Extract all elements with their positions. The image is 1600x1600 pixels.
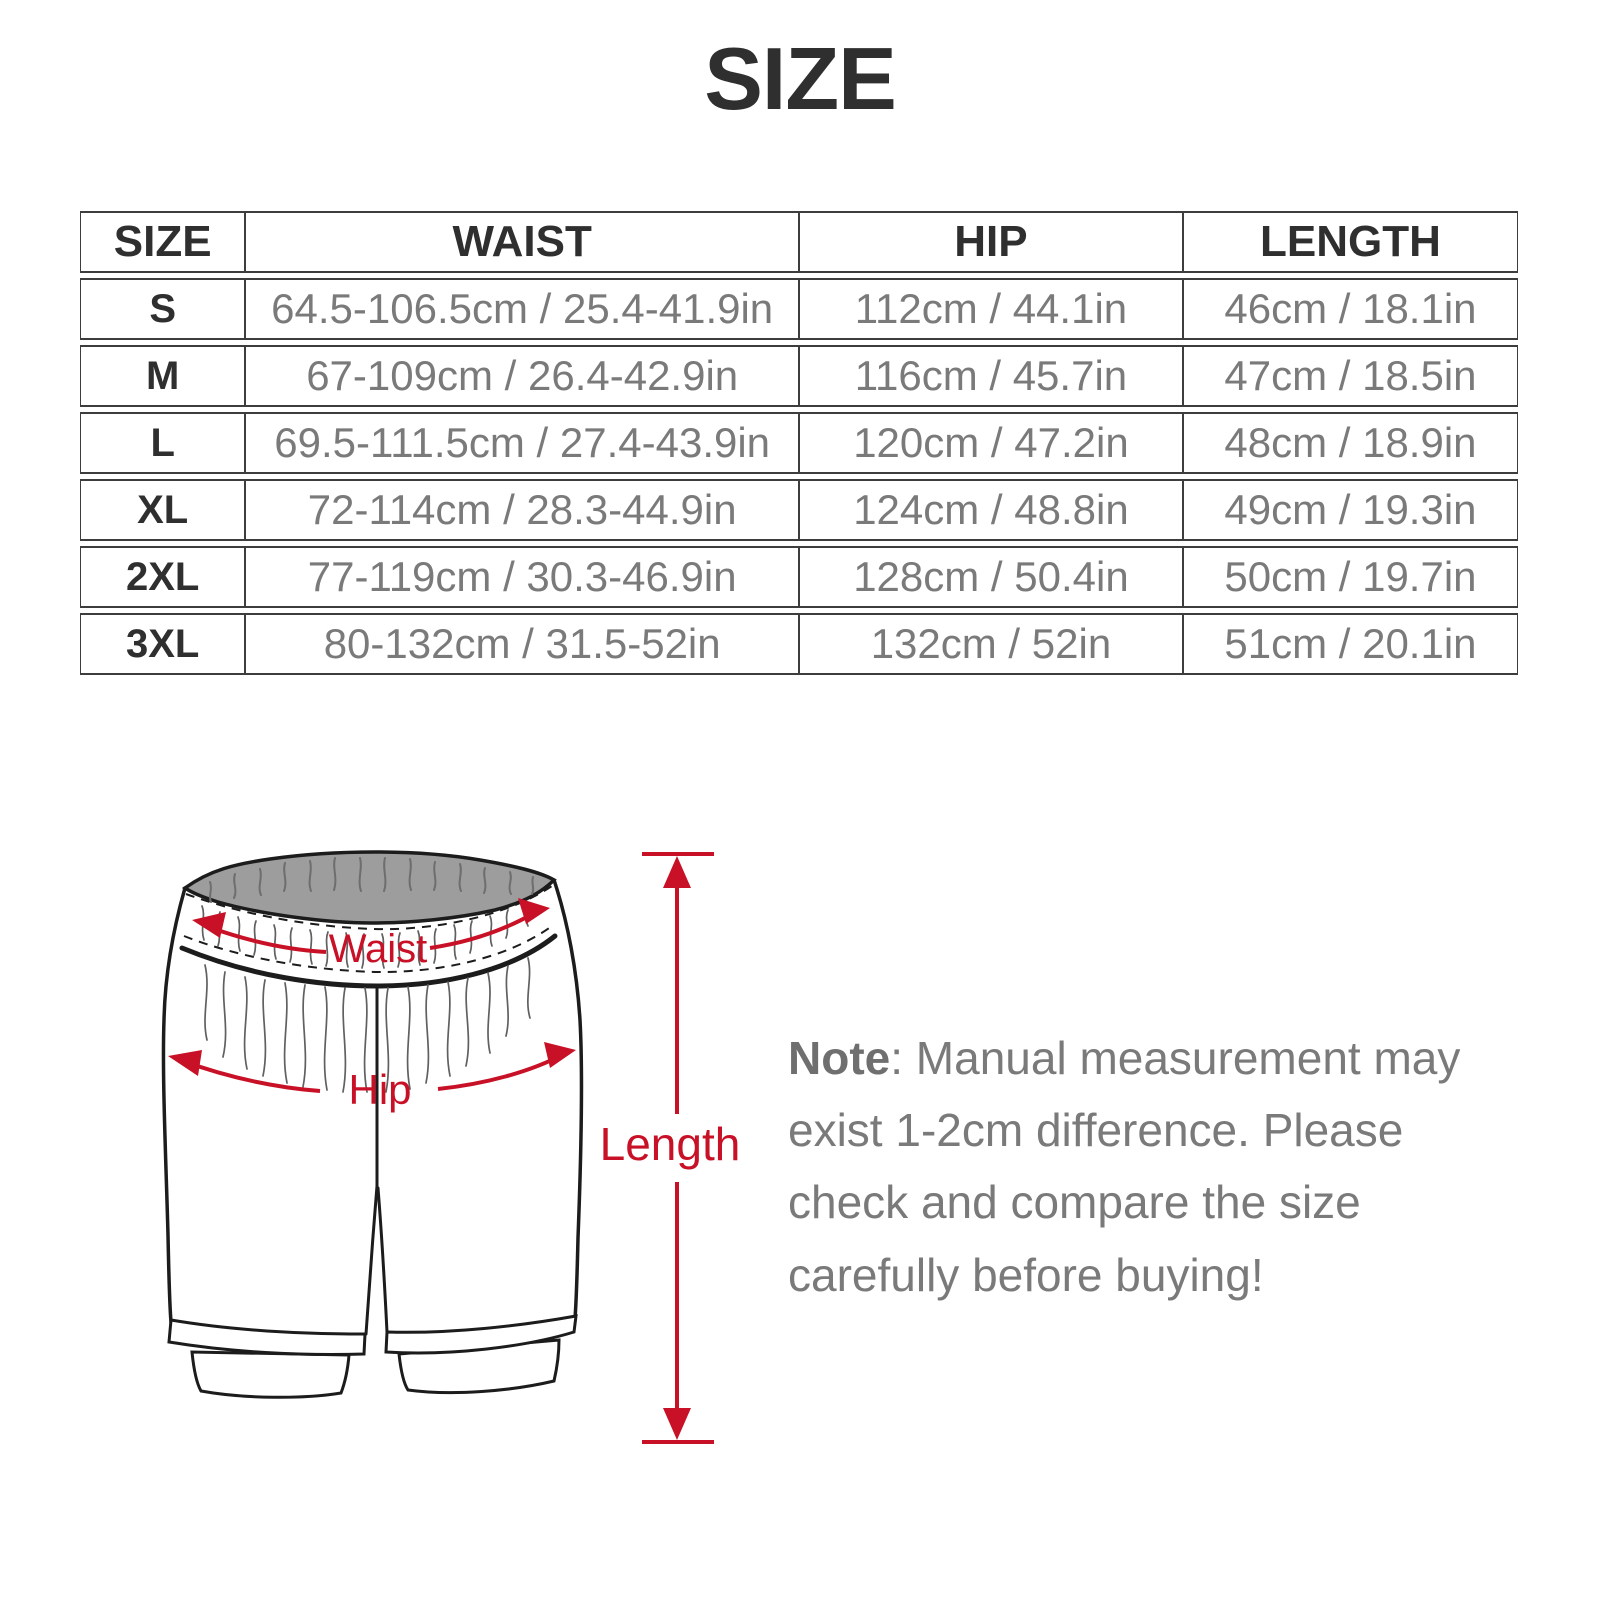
length-cell: 46cm / 18.1in [1182, 278, 1518, 340]
size-table-body: S 64.5-106.5cm / 25.4-41.9in 112cm / 44.… [80, 278, 1518, 675]
column-header-length: LENGTH [1182, 211, 1518, 273]
arrowheads [168, 856, 691, 1440]
size-cell: 3XL [80, 613, 246, 675]
header-row: SIZE WAIST HIP LENGTH [80, 211, 1518, 273]
length-cell: 49cm / 19.3in [1182, 479, 1518, 541]
size-cell: 2XL [80, 546, 246, 608]
shorts-measurement-diagram: Waist Hip Length [161, 850, 740, 1444]
waist-cell: 77-119cm / 30.3-46.9in [245, 546, 799, 608]
size-cell: L [80, 412, 246, 474]
waist-cell: 67-109cm / 26.4-42.9in [245, 345, 799, 407]
waist-cell: 64.5-106.5cm / 25.4-41.9in [245, 278, 799, 340]
waist-cell: 69.5-111.5cm / 27.4-43.9in [245, 412, 799, 474]
size-cell: M [80, 345, 246, 407]
waist-arrowhead-right [518, 898, 550, 924]
column-header-waist: WAIST [245, 211, 799, 273]
size-table: SIZE WAIST HIP LENGTH S 64.5-106.5cm / 2… [80, 206, 1518, 680]
length-arrowhead-up [663, 856, 691, 888]
length-cell: 48cm / 18.9in [1182, 412, 1518, 474]
hip-cell: 128cm / 50.4in [798, 546, 1183, 608]
hip-cell: 132cm / 52in [798, 613, 1183, 675]
hip-cell: 116cm / 45.7in [798, 345, 1183, 407]
hip-cell: 112cm / 44.1in [798, 278, 1183, 340]
shorts-illustration [161, 850, 584, 1399]
size-cell: XL [80, 479, 246, 541]
column-header-hip: HIP [798, 211, 1183, 273]
table-row: XL 72-114cm / 28.3-44.9in 124cm / 48.8in… [80, 479, 1518, 541]
size-table-header: SIZE WAIST HIP LENGTH [80, 211, 1518, 273]
table-row: L 69.5-111.5cm / 27.4-43.9in 120cm / 47.… [80, 412, 1518, 474]
waist-arrowhead-left [192, 912, 226, 938]
waist-cell: 72-114cm / 28.3-44.9in [245, 479, 799, 541]
table-row: 3XL 80-132cm / 31.5-52in 132cm / 52in 51… [80, 613, 1518, 675]
note-label: Note [788, 1032, 891, 1084]
column-header-size: SIZE [80, 211, 246, 273]
length-cell: 51cm / 20.1in [1182, 613, 1518, 675]
length-arrowhead-down [663, 1408, 691, 1440]
length-label: Length [600, 1118, 740, 1170]
length-cell: 50cm / 19.7in [1182, 546, 1518, 608]
table-row: 2XL 77-119cm / 30.3-46.9in 128cm / 50.4i… [80, 546, 1518, 608]
size-cell: S [80, 278, 246, 340]
hip-arrowhead-right [544, 1042, 576, 1068]
hip-label: Hip [348, 1066, 411, 1113]
note-text: Note: Manual measurement may exist 1-2cm… [788, 1022, 1488, 1311]
note-body: : Manual measurement may exist 1-2cm dif… [788, 1032, 1461, 1301]
table-row: M 67-109cm / 26.4-42.9in 116cm / 45.7in … [80, 345, 1518, 407]
length-arrow [642, 852, 714, 1444]
hip-arrowhead-left [168, 1050, 202, 1076]
waist-cell: 80-132cm / 31.5-52in [245, 613, 799, 675]
waist-label: Waist [329, 927, 428, 971]
length-cell: 47cm / 18.5in [1182, 345, 1518, 407]
page-title: SIZE [704, 29, 897, 128]
table-row: S 64.5-106.5cm / 25.4-41.9in 112cm / 44.… [80, 278, 1518, 340]
hip-cell: 124cm / 48.8in [798, 479, 1183, 541]
hip-cell: 120cm / 47.2in [798, 412, 1183, 474]
